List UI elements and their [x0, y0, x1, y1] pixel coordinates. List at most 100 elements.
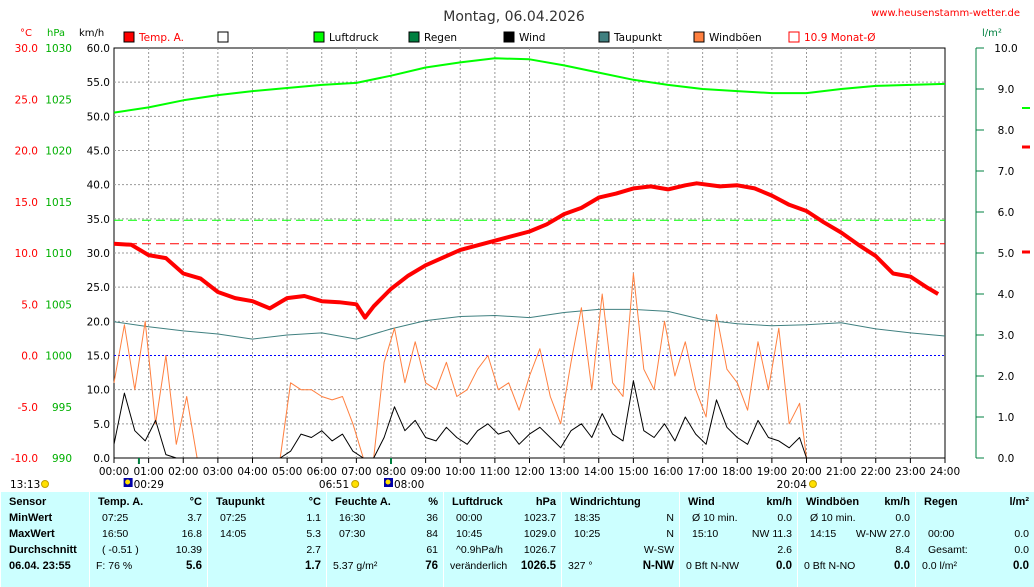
stats-cell-value: 1023.7	[523, 512, 556, 524]
legend-swatch	[217, 31, 229, 43]
pressure-axis-tick-label: 995	[52, 402, 72, 414]
stats-column: Luftdruck hPa 00:00 10:45 ^0.9hPa/h veränderl…	[443, 492, 562, 587]
series-line-taupunkt	[113, 308, 946, 340]
stats-cell-value: N	[666, 528, 674, 540]
temp-axis-tick-label: 5.0	[21, 299, 38, 311]
x-axis-tick-label: 21:00	[826, 466, 856, 478]
stats-cell-left: 07:25	[220, 512, 247, 524]
chart-title: Montag, 06.04.2026	[443, 9, 585, 25]
rain-axis-tick-label: 0.0	[998, 453, 1015, 465]
x-axis-tick-label: 11:00	[480, 466, 510, 478]
stats-cell-value: 1026.5	[520, 560, 556, 572]
stats-cell-value: 0.0	[1014, 528, 1029, 540]
rain-axis-tick-label: 6.0	[998, 207, 1015, 219]
temp-axis-tick-label: 20.0	[15, 146, 38, 158]
rain-axis-tick-label: 8.0	[998, 125, 1015, 137]
stats-column: Windrichtung 18:35 10:25 327 ° N N W-SW N-NW	[561, 492, 680, 587]
chart-axes: 30.0 25.0 20.0 15.0 10.0 5.0 0.0 -5.0 -10.0 1030 1…	[11, 43, 1030, 478]
temp-axis-tick-label: 30.0	[15, 43, 38, 55]
stats-cell-left: 18:35	[574, 512, 601, 524]
sun-icon	[41, 480, 49, 488]
event-time-label: 08:00	[394, 479, 424, 491]
temp-axis-tick-label: 0.0	[21, 351, 38, 363]
stats-cell-value: N-NW	[642, 560, 674, 572]
stats-column: Feuchte A.% 16:30 07:30 5.37 g/m² 36 84 61 76	[326, 492, 444, 587]
x-axis-tick-label: 10:00	[445, 466, 475, 478]
sun-icon	[808, 480, 817, 488]
legend-label: Regen	[424, 32, 457, 44]
stats-cell-value: 0.0	[894, 560, 910, 572]
stats-cell-value: 0.0	[777, 512, 792, 524]
legend-swatch	[693, 31, 705, 43]
stats-header: Taupunkt	[216, 496, 265, 508]
stats-cell-left: 14:05	[220, 528, 247, 540]
stats-cell-value: W-NW 27.0	[855, 528, 910, 540]
stats-cell-value: 1026.7	[523, 544, 556, 556]
sun-icon	[351, 480, 360, 488]
stats-row-label: 06.04. 23:55	[9, 560, 71, 572]
stats-unit: l/m²	[1009, 496, 1029, 508]
stats-column: Windböen km/h Ø 10 min. 14:15 0 Bft N-NO 0.0 W…	[797, 492, 916, 587]
website-label[interactable]: www.heusenstamm-wetter.de	[871, 8, 1020, 19]
stats-header: Windrichtung	[570, 496, 641, 508]
pressure-axis-tick-label: 1005	[45, 299, 72, 311]
x-axis-tick-label: 00:00	[99, 466, 129, 478]
stats-cell-value: 0.0	[895, 512, 910, 524]
stats-header: Luftdruck	[452, 496, 503, 508]
legend-swatch	[408, 31, 420, 43]
stats-cell-value: 0.0	[1013, 560, 1029, 572]
stats-cell-value: 8.4	[895, 544, 910, 556]
stats-column: Taupunkt °C 07:25 14:05 1.1 5.3 2.7 1.7	[207, 492, 327, 587]
stats-cell-value: 5.3	[306, 528, 321, 540]
stats-column: Regen l/m² 00:00 Gesamt: 0.0 l/m² 0.0 0.0 0.0	[915, 492, 1034, 587]
x-axis-tick-label: 03:00	[203, 466, 233, 478]
stats-cell-left: 5.37 g/m²	[333, 560, 378, 572]
x-axis-tick-label: 15:00	[618, 466, 648, 478]
rain-axis-tick-label: 3.0	[998, 330, 1015, 342]
x-axis-tick-label: 02:00	[168, 466, 198, 478]
stats-cell-value: 1.1	[306, 512, 321, 524]
wind-axis-tick-label: 40.0	[87, 180, 110, 192]
wind-axis-tick-label: 45.0	[87, 146, 110, 158]
wind-axis-tick-label: 0.0	[93, 453, 110, 465]
legend-swatch	[123, 31, 135, 43]
stats-row-label: MaxWert	[9, 528, 55, 540]
stats-cell-value: 10.39	[175, 544, 202, 556]
stats-cell-left: Gesamt:	[928, 544, 968, 556]
wind-axis-tick-label: 10.0	[87, 385, 110, 397]
stats-cell-left: 16:30	[339, 512, 366, 524]
x-axis-tick-label: 12:00	[514, 466, 544, 478]
event-time-label: 06:51	[319, 479, 349, 491]
stats-cell-left: 0 Bft N-NW	[686, 560, 740, 572]
stats-header: Windböen	[806, 496, 860, 508]
stats-cell-value: 84	[426, 528, 438, 540]
x-axis-tick-label: 16:00	[653, 466, 683, 478]
legend-swatch	[313, 31, 325, 43]
legend-label: Taupunkt	[613, 32, 662, 44]
wind-axis-tick-label: 5.0	[93, 419, 110, 431]
stats-header: Sensor	[9, 496, 47, 508]
stats-unit: km/h	[766, 496, 792, 508]
x-axis-tick-label: 24:00	[930, 466, 960, 478]
x-axis-tick-label: 09:00	[410, 466, 440, 478]
plot-area	[113, 57, 946, 459]
moon-icon-glyph	[125, 479, 131, 485]
stats-cell-value: 2.6	[777, 544, 792, 556]
stats-row-label: Durchschnitt	[9, 544, 77, 556]
stats-unit: °C	[308, 496, 321, 508]
stats-column: Sensor MinWert MaxWert Durchschnitt 06.04. 2…	[0, 492, 90, 587]
event-markers: 13:13 00:29 06:51 08:00 20:04	[10, 458, 817, 491]
stats-column: Wind km/h Ø 10 min. 15:10 0 Bft N-NW 0.0 NW 11…	[679, 492, 798, 587]
rain-axis-tick-label: 5.0	[998, 248, 1015, 260]
stats-cell-value: 16.8	[181, 528, 202, 540]
series-line-temp-a-	[113, 181, 940, 320]
stats-row-label: MinWert	[9, 512, 53, 524]
wind-axis-tick-label: 15.0	[87, 351, 110, 363]
wind-axis-tick-label: 55.0	[87, 77, 110, 89]
stats-cell-left: ^0.9hPa/h	[456, 544, 503, 556]
x-axis-tick-label: 14:00	[584, 466, 614, 478]
stats-cell-value: NW 11.3	[751, 528, 792, 540]
stats-header: Feuchte A.	[335, 496, 391, 508]
stats-cell-value: 61	[426, 544, 438, 556]
pressure-axis-tick-label: 1030	[45, 43, 72, 55]
